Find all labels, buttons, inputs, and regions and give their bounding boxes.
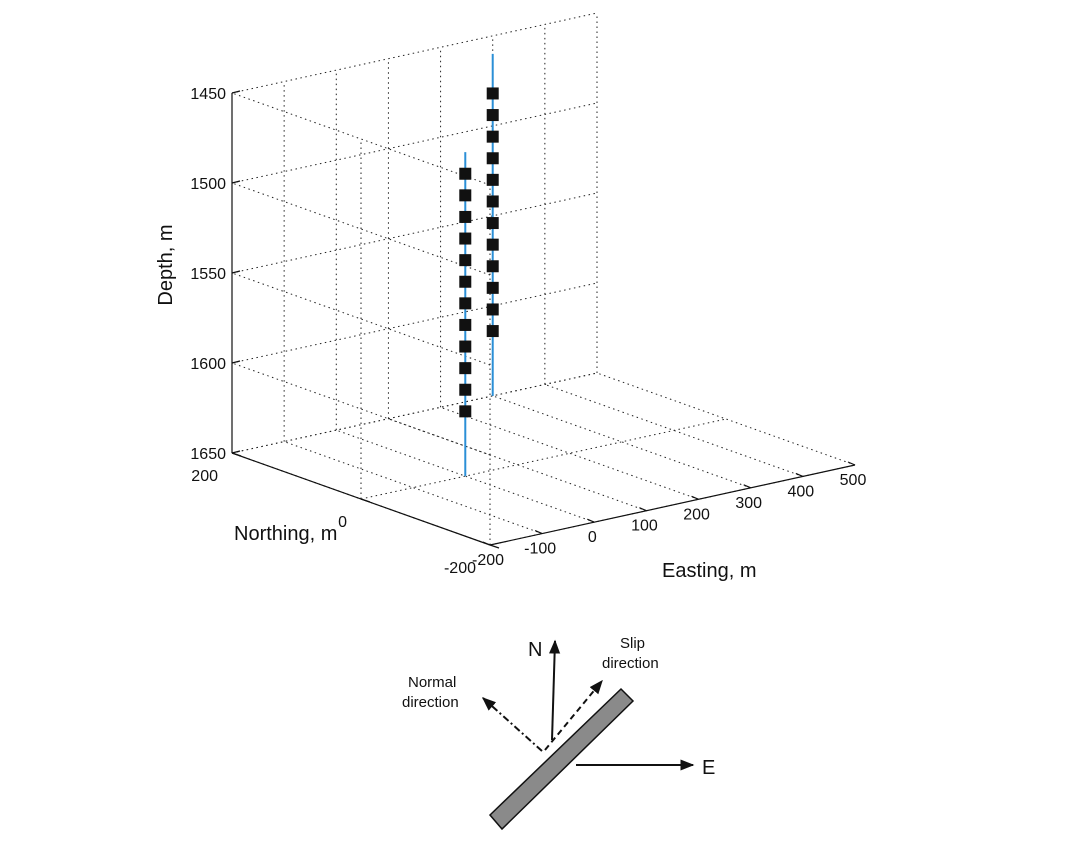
sensor-marker <box>459 210 472 223</box>
sensor-marker <box>486 260 499 273</box>
depth-tick <box>231 90 241 94</box>
easting-tick-label: 400 <box>788 483 815 500</box>
easting-tick-label: -200 <box>472 552 504 569</box>
tick-labels: 1450 1500 1550 1600 1650 -200 0 200 -200 -100 0 100… <box>190 86 866 577</box>
easting-tick-label: 100 <box>631 518 658 535</box>
floor-grid-line <box>283 441 543 535</box>
sensor-marker <box>459 383 472 396</box>
fault-orientation-diagram: N E Slip direction Normal direction <box>402 635 715 831</box>
slip-direction-label-line2: direction <box>602 655 659 672</box>
easting-tick-label: 500 <box>840 472 867 489</box>
east-label: E <box>702 757 715 779</box>
depth-tick <box>231 360 241 364</box>
easting-tick <box>795 472 804 477</box>
normal-direction-arrow <box>481 697 543 752</box>
slip-direction-label-line1: Slip <box>620 635 645 652</box>
easting-tick <box>691 495 699 500</box>
normal-direction-label-line1: Normal <box>408 674 456 691</box>
sensor-marker <box>459 275 472 288</box>
back-wall-grid-line <box>231 12 598 94</box>
northing-tick <box>360 498 371 503</box>
floor-grid-line <box>492 395 751 489</box>
sensor-marker <box>486 130 499 143</box>
easting-tick-label: 0 <box>588 529 597 546</box>
depth-tick-label: 1550 <box>190 266 226 283</box>
sensor-marker <box>486 87 499 100</box>
sensor-marker <box>459 405 472 418</box>
depth-tick-label: 1650 <box>190 446 226 463</box>
easting-tick <box>847 461 856 466</box>
normal-direction-label-line2: direction <box>402 694 459 711</box>
3d-scatter-plot: 1450 1500 1550 1600 1650 -200 0 200 -200 -100 0 100… <box>155 12 866 582</box>
depth-tick-label: 1450 <box>190 86 226 103</box>
sensor-marker <box>459 297 472 310</box>
depth-tick <box>231 270 241 274</box>
floor-grid-line <box>440 406 699 500</box>
back-wall-grid-line <box>231 282 598 364</box>
sensor-marker <box>459 362 472 375</box>
left-wall-grid-line <box>231 272 491 366</box>
sensor-marker <box>486 217 499 230</box>
easting-axis-label: Easting, m <box>662 560 756 582</box>
northing-axis-label: Northing, m <box>234 523 337 545</box>
sensor-marker <box>459 340 472 353</box>
easting-tick <box>743 484 751 489</box>
back-wall-grid-line <box>231 192 598 274</box>
floor-grid-line <box>596 372 856 466</box>
sensor-marker <box>459 167 472 180</box>
floor-grid-line <box>360 418 727 500</box>
sensor-marker <box>459 189 472 202</box>
sensor-marker <box>486 152 499 165</box>
easting-axis <box>489 464 856 546</box>
left-wall-grid-line <box>231 92 491 186</box>
easting-tick <box>534 530 543 535</box>
northing-tick <box>231 452 242 457</box>
easting-tick-label: -100 <box>524 541 556 558</box>
back-wall-grid-line <box>231 372 598 454</box>
grid-lines <box>231 12 856 546</box>
sensor-marker <box>459 232 472 245</box>
north-label: N <box>528 639 542 661</box>
northing-tick-label: 0 <box>338 514 347 531</box>
sensor-marker <box>486 195 499 208</box>
easting-tick-label: 200 <box>683 506 710 523</box>
northing-tick-label: -200 <box>444 560 476 577</box>
depth-axis-label: Depth, m <box>155 224 177 305</box>
floor-grid-line <box>336 429 595 523</box>
floor-grid-line <box>388 418 647 512</box>
sensor-marker <box>486 281 499 294</box>
easting-tick <box>482 541 491 546</box>
north-arrow <box>549 639 561 741</box>
sensor-marker <box>486 173 499 186</box>
depth-tick <box>231 450 241 454</box>
fault-plane <box>488 687 635 831</box>
sensor-marker <box>459 318 472 331</box>
left-wall-grid-line <box>231 362 491 456</box>
left-wall-grid-line <box>231 182 491 276</box>
slip-direction-arrow <box>544 679 603 751</box>
sensor-marker <box>486 238 499 251</box>
northing-tick <box>489 544 500 549</box>
easting-tick <box>587 518 595 523</box>
sensor-markers <box>459 87 499 418</box>
back-wall-grid-line <box>231 102 598 184</box>
easting-tick <box>639 507 647 512</box>
easting-tick-label: 300 <box>735 495 762 512</box>
sensor-marker <box>459 254 472 267</box>
depth-tick <box>231 180 241 184</box>
sensor-marker <box>486 303 499 316</box>
depth-tick-label: 1600 <box>190 356 226 373</box>
floor-grid-line <box>544 383 804 477</box>
depth-tick-label: 1500 <box>190 176 226 193</box>
axis-lines <box>231 90 856 549</box>
sensor-marker <box>486 325 499 338</box>
sensor-marker <box>486 109 499 122</box>
northing-tick-label: 200 <box>191 468 218 485</box>
